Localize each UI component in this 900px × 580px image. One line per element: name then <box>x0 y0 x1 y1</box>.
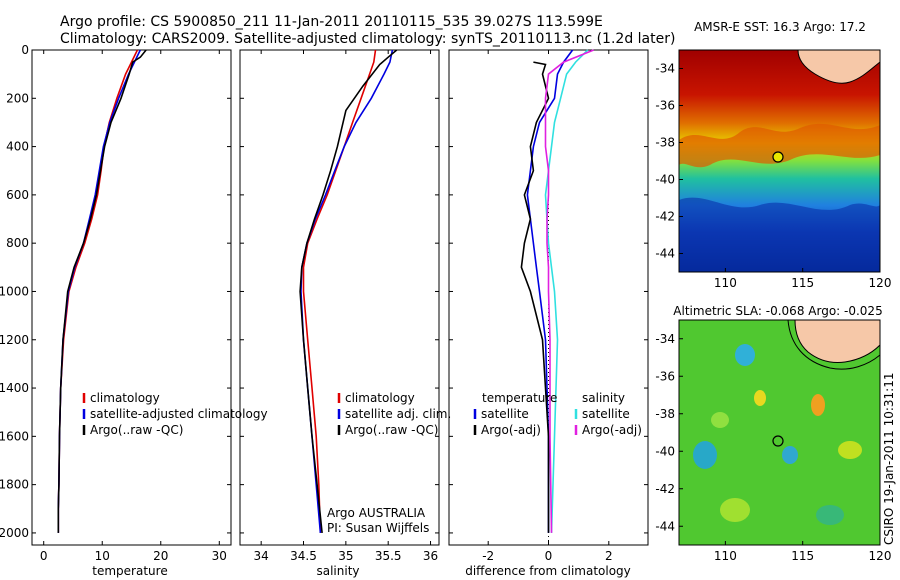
sst-cold-lobe <box>679 197 880 272</box>
map-y-tick-label: -44 <box>655 247 675 261</box>
y-tick-label: 1400 <box>0 381 29 395</box>
map-y-tick-label: -42 <box>655 482 675 496</box>
sla-blob <box>838 441 862 459</box>
map-x-tick-label: 110 <box>714 276 737 290</box>
map-x-tick-label: 115 <box>791 276 814 290</box>
map-x-tick-label: 115 <box>791 549 814 563</box>
difference-xlabel: difference from climatology <box>465 564 631 578</box>
series-line <box>57 49 142 533</box>
legend-label: satellite <box>582 407 630 421</box>
x-tick-label: 36 <box>423 549 438 563</box>
map-x-tick-label: 120 <box>869 549 892 563</box>
sla-blob <box>720 498 750 522</box>
legend-label: Argo(-adj) <box>582 423 642 437</box>
y-tick-label: 0 <box>21 43 29 57</box>
x-tick-label: 0 <box>545 549 553 563</box>
sla-blob <box>782 446 798 464</box>
map-y-tick-label: -40 <box>655 444 675 458</box>
sst-land <box>797 50 880 84</box>
y-tick-label: 200 <box>6 91 29 105</box>
sla-blob <box>811 394 825 416</box>
sla-coast-contour <box>787 320 880 370</box>
sla-map <box>679 320 880 545</box>
legend-label: climatology <box>345 391 415 405</box>
y-tick-label: 1600 <box>0 429 29 443</box>
series-line <box>520 61 550 533</box>
figure-title-line2: Climatology: CARS2009. Satellite-adjuste… <box>60 31 675 47</box>
map-y-tick-label: -34 <box>655 332 675 346</box>
map-y-tick-label: -40 <box>655 173 675 187</box>
series-line <box>57 49 147 533</box>
sla-map-frame <box>678 319 881 546</box>
y-tick-label: 800 <box>6 236 29 250</box>
salinity-annotation: Argo AUSTRALIA <box>327 506 426 520</box>
map-y-tick-label: -38 <box>655 407 675 421</box>
series-line <box>57 49 139 533</box>
x-tick-label: 2 <box>605 549 613 563</box>
series-line <box>544 49 594 533</box>
y-tick-label: 1200 <box>0 333 29 347</box>
figure-title-line1: Argo profile: CS 5900850_211 11-Jan-2011… <box>60 14 603 30</box>
x-tick-label: 35.5 <box>375 549 402 563</box>
sla-blob <box>693 441 717 469</box>
map-x-tick-label: 110 <box>714 549 737 563</box>
x-tick-label: 10 <box>95 549 110 563</box>
sla-argo-marker <box>772 435 784 447</box>
timestamp-label: CSIRO 19-Jan-2011 10:31:11 <box>882 373 896 545</box>
sst-map-title: AMSR-E SST: 16.3 Argo: 17.2 <box>694 20 866 34</box>
series-line <box>299 49 398 533</box>
sla-blob <box>816 505 844 525</box>
sst-warm-lobe <box>679 123 880 168</box>
y-tick-label: 600 <box>6 188 29 202</box>
sst-map <box>679 50 880 272</box>
map-x-tick-label: 120 <box>869 276 892 290</box>
temperature-plot: 0 10 20 30 0 200 400 600 800 1000 1200 1400 1600 1800… <box>0 43 268 563</box>
map-y-tick-label: -38 <box>655 136 675 150</box>
legend-label: satellite <box>481 407 529 421</box>
sst-map-frame <box>678 49 881 273</box>
legend-label: climatology <box>90 391 160 405</box>
x-tick-label: 34 <box>254 549 269 563</box>
salinity-annotation: PI: Susan Wijffels <box>327 521 429 535</box>
y-tick-label: 400 <box>6 140 29 154</box>
legend-label: satellite adj. clim. <box>345 407 451 421</box>
salinity-axes <box>239 49 440 546</box>
x-tick-label: 30 <box>212 549 227 563</box>
x-tick-label: 20 <box>153 549 168 563</box>
sla-blob <box>735 344 755 366</box>
series-line <box>544 49 589 533</box>
salinity-plot: 34 34.5 35 35.5 36 climatology satellite adj. … <box>240 49 451 563</box>
x-tick-label: 35 <box>338 549 353 563</box>
series-line <box>526 49 574 533</box>
x-tick-label: -2 <box>482 549 494 563</box>
legend-label: satellite-adjusted climatology <box>90 407 268 421</box>
legend-label: Argo(-adj) <box>481 423 541 437</box>
y-tick-label: 1800 <box>0 478 29 492</box>
x-tick-label: 0 <box>40 549 48 563</box>
legend-label: Argo(..raw -QC) <box>90 423 183 437</box>
sst-argo-marker <box>772 151 784 163</box>
legend-heading: salinity <box>582 391 625 405</box>
y-tick-label: 2000 <box>0 526 29 540</box>
map-y-tick-label: -36 <box>655 99 675 113</box>
legend-heading: temperature <box>482 391 557 405</box>
salinity-xlabel: salinity <box>316 564 359 578</box>
temperature-axes <box>31 49 232 546</box>
sla-blob <box>754 390 766 406</box>
map-y-tick-label: -34 <box>655 62 675 76</box>
difference-plot: -2 0 2 temperature satellite Argo(-adj) salini… <box>449 49 648 563</box>
map-ticks: 110 115 120 -34 -36 -38 -40 -42 -44 110 115 120 -34 -… <box>655 62 891 564</box>
legend-label: Argo(..raw -QC) <box>345 423 438 437</box>
temperature-xlabel: temperature <box>92 564 167 578</box>
series-line <box>302 49 377 533</box>
sla-blob <box>711 412 729 428</box>
map-y-tick-label: -44 <box>655 519 675 533</box>
y-tick-label: 1000 <box>0 284 29 298</box>
x-tick-label: 34.5 <box>290 549 317 563</box>
sla-map-title: Altimetric SLA: -0.068 Argo: -0.025 <box>673 304 882 318</box>
sla-land <box>794 320 880 363</box>
map-y-tick-label: -42 <box>655 210 675 224</box>
map-y-tick-label: -36 <box>655 369 675 383</box>
